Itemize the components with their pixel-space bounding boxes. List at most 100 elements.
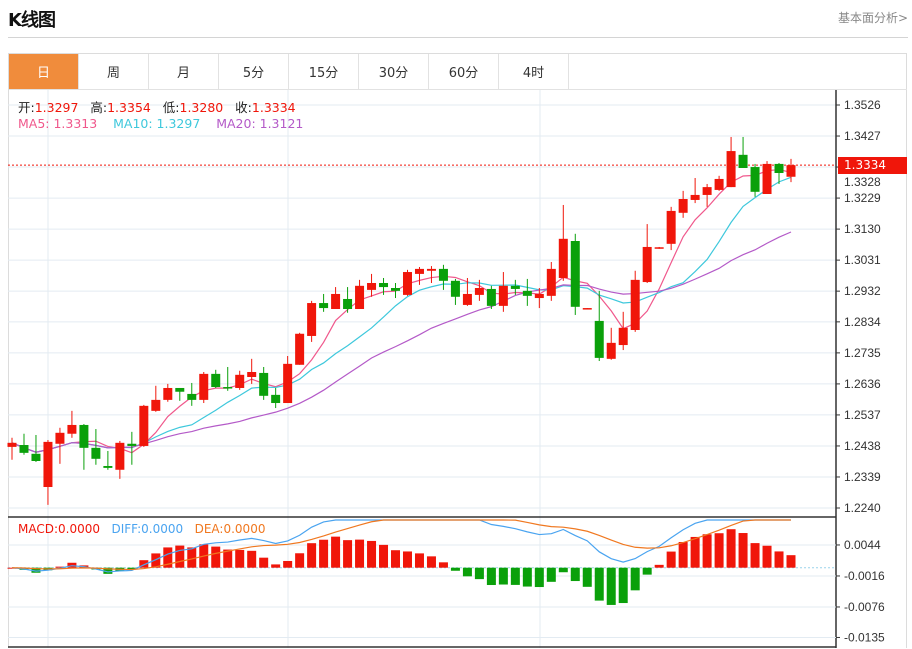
macd-bar: [367, 540, 377, 568]
macd-bar: [379, 544, 389, 568]
candle-up: [151, 399, 161, 411]
candle-up: [606, 342, 616, 359]
macd-bar: [462, 567, 472, 577]
tab-30min[interactable]: 30分: [359, 54, 429, 90]
candle-up: [654, 247, 664, 249]
candle-down: [259, 372, 269, 396]
candle-down: [774, 163, 784, 174]
macd-bar: [534, 567, 544, 588]
price-tick-label: 1.2339: [844, 470, 881, 484]
macd-tick-label: -0.0016: [844, 569, 885, 583]
candle-up: [414, 268, 424, 274]
macd-bar: [402, 551, 412, 568]
macd-bar: [283, 560, 293, 568]
macd-bar: [223, 549, 233, 568]
candle-up: [462, 293, 472, 305]
price-tick-label: 1.2735: [844, 346, 881, 360]
candle-down: [103, 466, 113, 468]
candle-up: [115, 442, 125, 470]
macd-bar: [558, 567, 568, 573]
chart-container: [8, 53, 907, 648]
candle-up: [163, 387, 173, 400]
candle-up: [235, 374, 245, 388]
price-tick-label: 1.2932: [844, 284, 881, 298]
price-tick-label: 1.3427: [844, 129, 881, 143]
macd-bar: [319, 539, 329, 568]
macd-bar: [486, 567, 496, 586]
dea-value: DEA:0.0000: [194, 522, 266, 536]
candle-down: [738, 154, 748, 168]
macd-bar: [55, 566, 65, 568]
macd-bar: [474, 567, 484, 580]
price-tick-label: 1.2438: [844, 439, 881, 453]
candle-up: [367, 282, 377, 290]
candle-up: [426, 268, 436, 271]
candle-up: [307, 303, 317, 336]
candle-up: [630, 279, 640, 331]
candle-up: [247, 371, 257, 378]
tab-month[interactable]: 月: [149, 54, 219, 90]
macd-bar: [750, 543, 760, 568]
candle-up: [331, 293, 341, 310]
candle-down: [187, 393, 197, 400]
macd-bar: [522, 567, 532, 587]
macd-bar: [714, 533, 724, 568]
macd-bar: [738, 533, 748, 568]
candle-up: [678, 199, 688, 213]
fundamental-analysis-link[interactable]: 基本面分析>: [837, 11, 908, 25]
macd-bar: [642, 567, 652, 575]
tab-60min[interactable]: 60分: [429, 54, 499, 90]
macd-bar: [331, 536, 341, 568]
candle-up: [402, 272, 412, 295]
macd-bar: [606, 567, 616, 605]
candle-up: [786, 165, 796, 177]
macd-bar: [235, 549, 245, 568]
candle-down: [391, 288, 401, 291]
candle-down: [750, 167, 760, 192]
candle-up: [534, 293, 544, 299]
price-tick-label: 1.2636: [844, 377, 881, 391]
ma10-value: MA10: 1.3297: [113, 116, 201, 131]
candle-up: [67, 424, 77, 434]
tab-day[interactable]: 日: [9, 54, 79, 90]
macd-bar: [498, 567, 508, 585]
candle-up: [355, 285, 365, 310]
macd-bar: [630, 567, 640, 591]
macd-bar: [175, 545, 185, 568]
tab-4hour[interactable]: 4时: [499, 54, 569, 90]
macd-bar: [103, 567, 113, 574]
candle-down: [175, 387, 185, 392]
tab-15min[interactable]: 15分: [289, 54, 359, 90]
macd-bar: [726, 529, 736, 568]
macd-bar: [259, 557, 269, 568]
candle-up: [582, 308, 592, 310]
macd-bar: [426, 556, 436, 568]
macd-bar: [271, 564, 281, 568]
price-tick-label: 1.2834: [844, 315, 881, 329]
price-tick-label: 1.3526: [844, 98, 881, 112]
candle-down: [486, 288, 496, 306]
candle-down: [522, 290, 532, 296]
macd-bar: [786, 555, 796, 568]
candle-up: [474, 288, 484, 295]
macd-bar: [127, 567, 137, 570]
candle-up: [690, 194, 700, 200]
tab-week[interactable]: 周: [79, 54, 149, 90]
candle-up: [702, 187, 712, 195]
candle-down: [91, 447, 101, 459]
macd-tick-label: -0.0076: [844, 600, 885, 614]
close-label: 收:: [235, 100, 252, 115]
candle-up: [666, 210, 676, 244]
macd-bar: [307, 543, 317, 568]
candle-down: [319, 303, 329, 309]
macd-bar: [702, 534, 712, 568]
candle-up: [558, 238, 568, 278]
candle-down: [438, 268, 448, 281]
tab-5min[interactable]: 5分: [219, 54, 289, 90]
macd-bar: [163, 547, 173, 568]
candle-up: [55, 432, 65, 444]
ma5-value: MA5: 1.3313: [18, 116, 98, 131]
macd-bar: [666, 551, 676, 568]
candle-down: [19, 445, 29, 453]
